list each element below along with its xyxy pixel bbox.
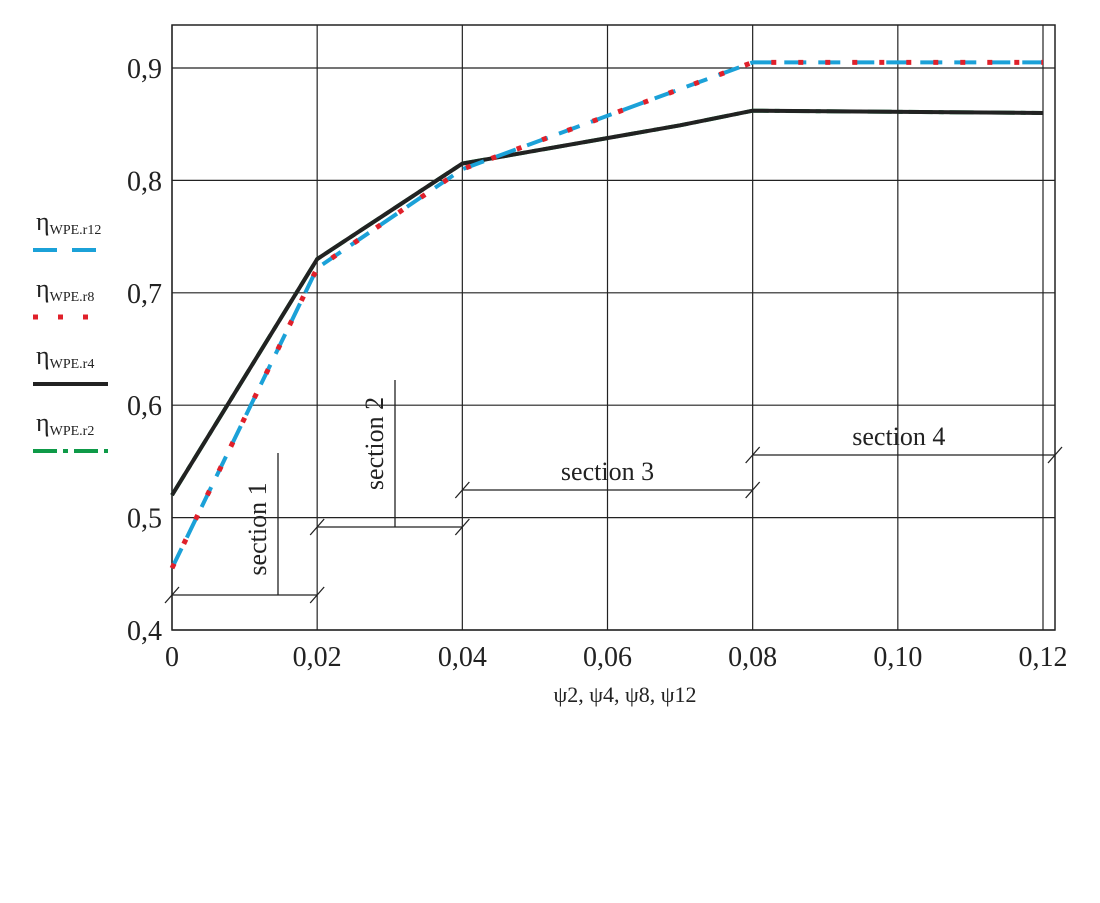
- x-tick-label: 0,08: [728, 642, 777, 673]
- tick-labels: 0 0,02 0,04 0,06 0,08 0,10 0,12 0,4 0,5 0,6 0,7 0,8…: [127, 54, 1068, 673]
- section-label: section 2: [360, 397, 389, 490]
- y-tick-label: 0,4: [127, 616, 162, 647]
- section-label: section 4: [852, 422, 945, 451]
- y-tick-label: 0,9: [127, 54, 162, 85]
- x-axis-label: ψ2, ψ4, ψ8, ψ12: [553, 682, 696, 707]
- legend-label: ηWPE.r2: [36, 408, 94, 439]
- x-tick-label: 0,10: [873, 642, 922, 673]
- y-tick-label: 0,6: [127, 391, 162, 422]
- legend: ηWPE.r12 ηWPE.r8 ηWPE.r4 ηWPE.r2: [33, 207, 108, 451]
- y-tick-label: 0,7: [127, 279, 162, 310]
- legend-label: ηWPE.r4: [36, 341, 94, 372]
- x-tick-label: 0,06: [583, 642, 632, 673]
- legend-label: ηWPE.r8: [36, 274, 94, 305]
- x-tick-label: 0: [165, 642, 179, 673]
- y-tick-label: 0,8: [127, 166, 162, 197]
- section-label: section 1: [243, 482, 272, 575]
- y-tick-label: 0,5: [127, 504, 162, 535]
- x-tick-label: 0,12: [1019, 642, 1068, 673]
- x-tick-label: 0,04: [438, 642, 487, 673]
- section-annotations: section 1 section 2 section 3 section 4: [165, 380, 1062, 603]
- plot-frame: [172, 25, 1055, 630]
- x-tick-label: 0,02: [293, 642, 342, 673]
- grid: [172, 25, 1055, 630]
- legend-label: ηWPE.r12: [36, 207, 101, 238]
- section-label: section 3: [561, 457, 654, 486]
